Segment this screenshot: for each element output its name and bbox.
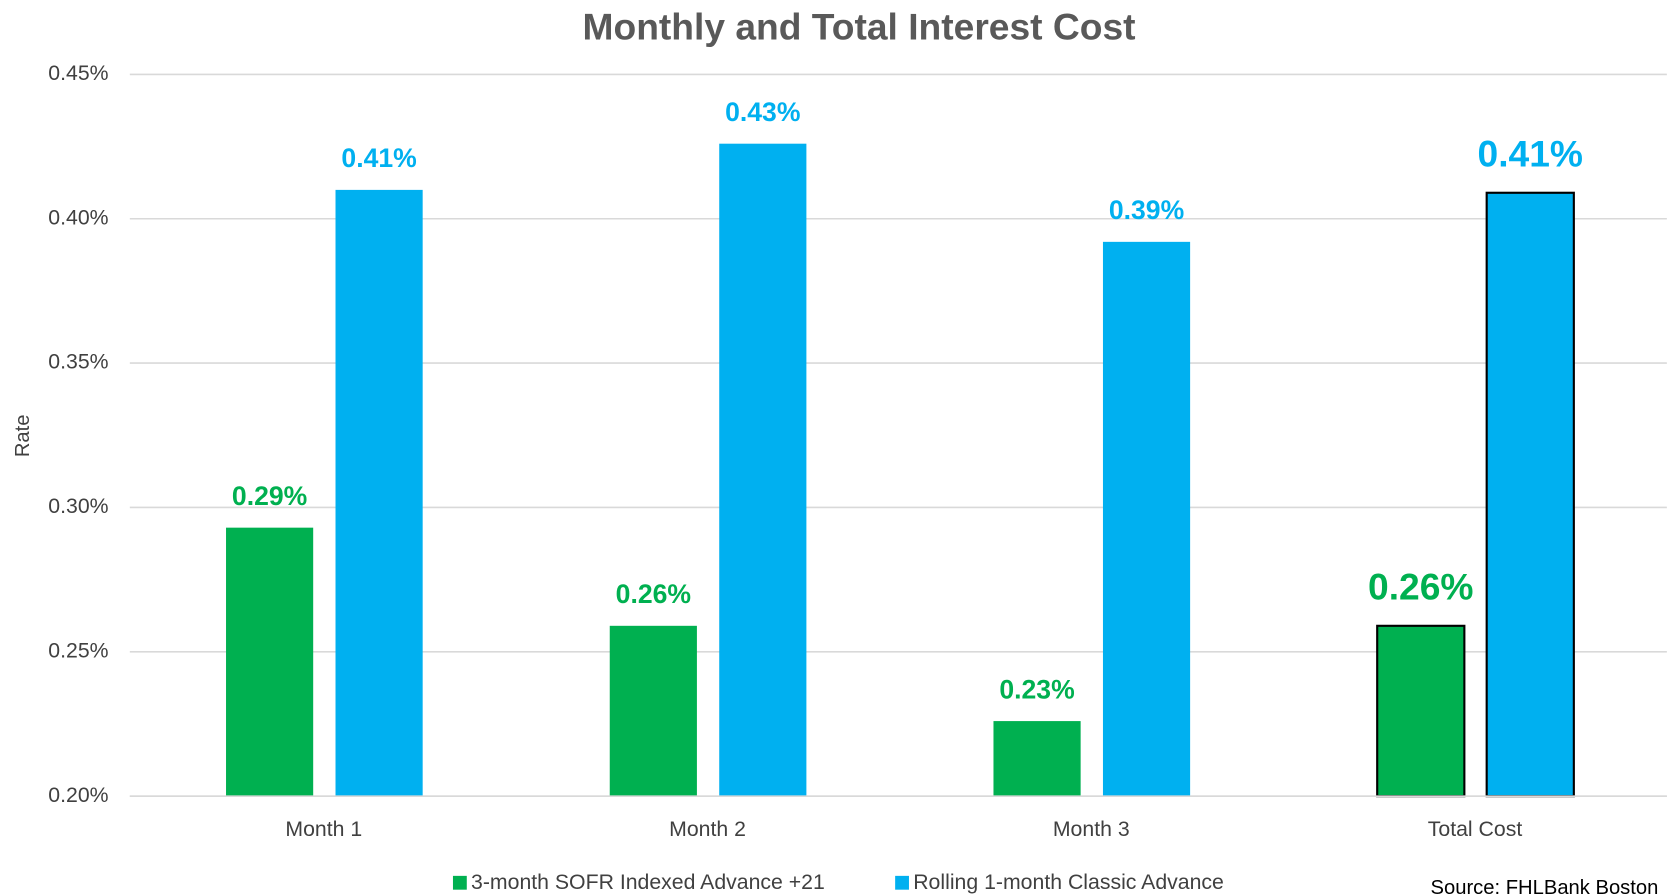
x-tick-label: Month 3 bbox=[1053, 817, 1130, 841]
y-tick-label: 0.35% bbox=[48, 350, 108, 374]
data-label: 0.29% bbox=[232, 481, 307, 511]
y-tick-label: 0.45% bbox=[48, 61, 108, 85]
y-tick-label: 0.40% bbox=[48, 205, 108, 229]
y-tick-label: 0.25% bbox=[48, 638, 108, 662]
y-tick-label: 0.20% bbox=[48, 783, 108, 807]
x-tick-label: Month 2 bbox=[669, 817, 746, 841]
chart-title: Monthly and Total Interest Cost bbox=[583, 6, 1136, 48]
bar bbox=[226, 527, 314, 797]
bar bbox=[1485, 191, 1575, 798]
y-axis-label: Rate bbox=[12, 414, 34, 457]
source-note: Source: FHLBank Boston bbox=[1431, 877, 1659, 895]
data-label: 0.26% bbox=[616, 579, 691, 609]
data-label: 0.23% bbox=[999, 674, 1074, 704]
legend-label: 3-month SOFR Indexed Advance +21 bbox=[471, 870, 825, 894]
bar bbox=[993, 721, 1081, 797]
legend-label: Rolling 1-month Classic Advance bbox=[913, 870, 1224, 894]
legend-swatch bbox=[452, 875, 467, 890]
bar bbox=[335, 189, 423, 797]
bar bbox=[719, 143, 807, 797]
data-label: 0.41% bbox=[341, 143, 416, 173]
bar bbox=[1102, 241, 1191, 797]
x-tick-label: Total Cost bbox=[1428, 817, 1523, 841]
data-label: 0.41% bbox=[1478, 132, 1583, 174]
bar bbox=[609, 625, 697, 797]
bar bbox=[1376, 624, 1466, 798]
x-tick-label: Month 1 bbox=[285, 817, 362, 841]
y-tick-label: 0.30% bbox=[48, 494, 108, 518]
data-label: 0.39% bbox=[1109, 195, 1184, 225]
data-label: 0.43% bbox=[725, 97, 800, 127]
data-label: 0.26% bbox=[1368, 566, 1473, 608]
legend-swatch bbox=[895, 875, 909, 890]
